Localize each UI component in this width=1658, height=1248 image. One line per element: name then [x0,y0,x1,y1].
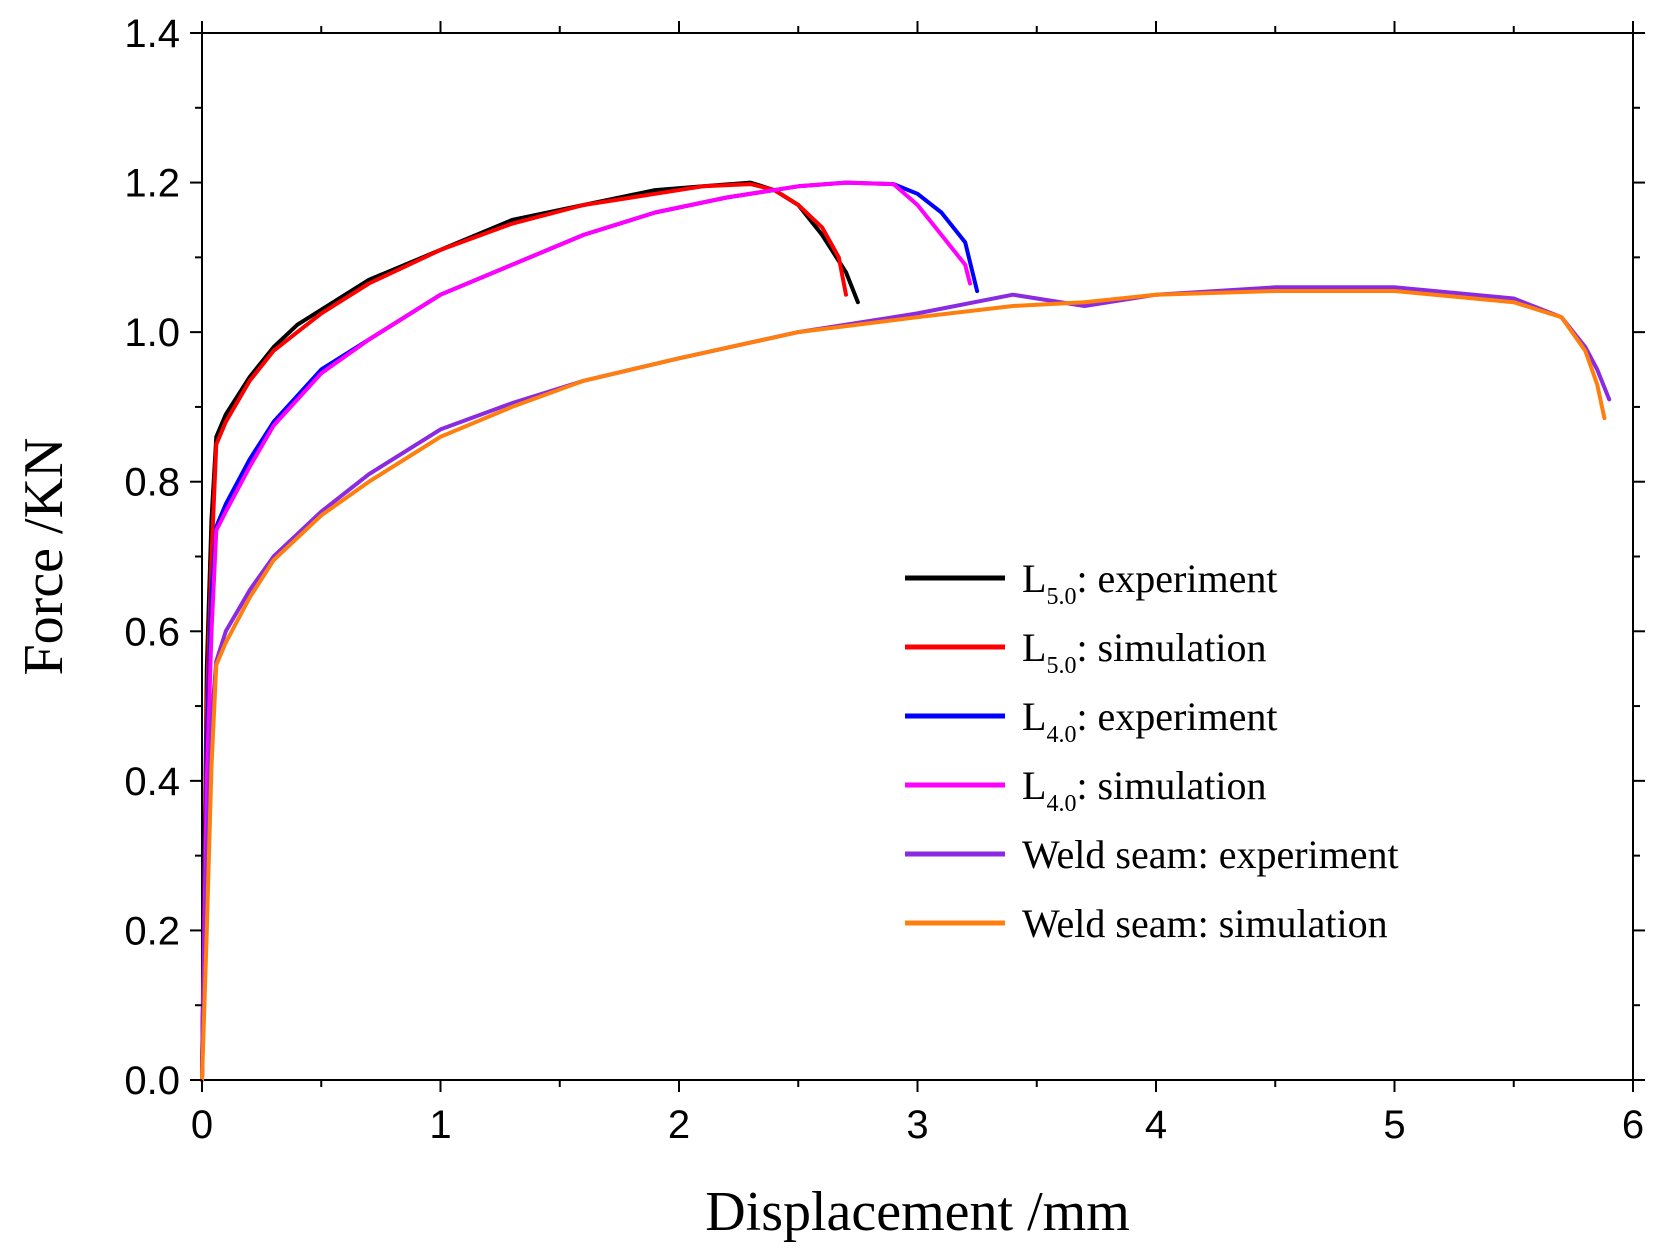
x-tick-label: 6 [1622,1103,1644,1147]
series-line-2 [200,182,848,1082]
legend-entry-label: L5.0: simulation [1022,625,1266,679]
legend-entry-label: L4.0: simulation [1022,763,1266,817]
y-tick-label: 1.2 [124,162,180,206]
series-line-5 [200,285,1612,1082]
y-tick-label: 0.4 [124,760,180,804]
y-tick-label: 1.0 [124,311,180,355]
series-line-1 [200,180,860,1082]
y-tick-label: 0.2 [124,909,180,953]
x-tick-label: 2 [668,1103,690,1147]
series-line-6 [200,289,1607,1082]
y-axis-title: Force /KN [13,438,75,676]
legend-entry-label: L4.0: experiment [1022,694,1277,748]
legend-entry-label: Weld seam: experiment [1022,832,1399,877]
x-tick-label: 1 [429,1103,451,1147]
y-tick-label: 1.4 [124,12,180,56]
x-tick-label: 3 [906,1103,928,1147]
x-tick-label: 4 [1145,1103,1167,1147]
y-tick-label: 0.0 [124,1059,180,1103]
legend-entry-label: L5.0: experiment [1022,556,1277,610]
x-axis-title: Displacement /mm [705,1181,1130,1243]
series-line-4 [200,180,972,1082]
x-tick-label: 0 [191,1103,213,1147]
x-tick-label: 5 [1383,1103,1405,1147]
y-tick-label: 0.6 [124,610,180,654]
y-tick-label: 0.8 [124,461,180,505]
legend-entry-label: Weld seam: simulation [1022,901,1388,946]
